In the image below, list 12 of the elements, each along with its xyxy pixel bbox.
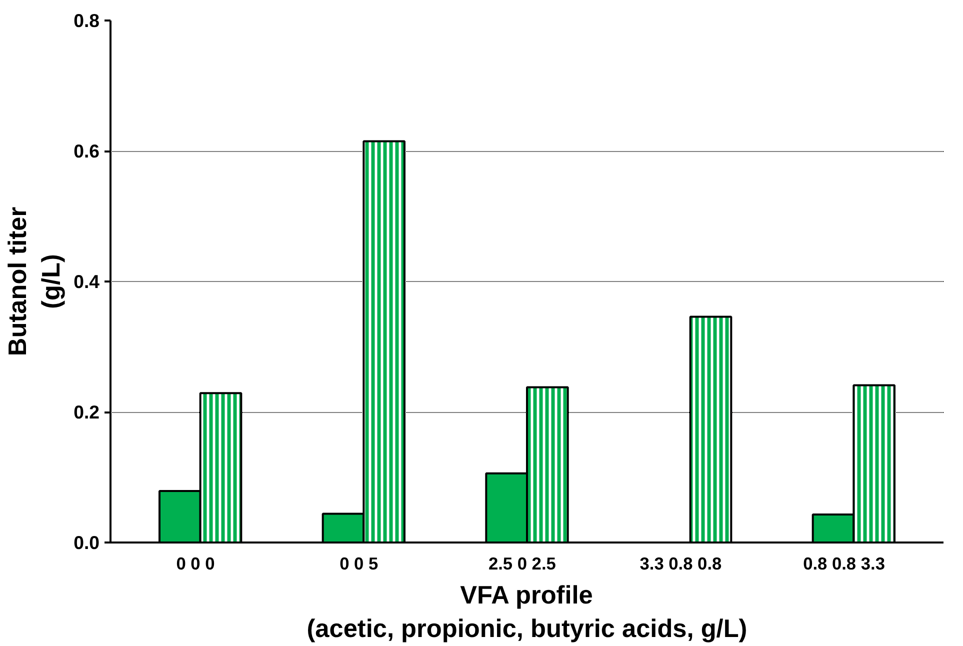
x-tick-label: 0 0 5 xyxy=(340,554,378,574)
x-tick-label: 3.3 0.8 0.8 xyxy=(640,554,722,574)
y-tick-label: 0.8 xyxy=(74,10,100,31)
x-axis-title: VFA profile (acetic, propionic, butyric acids, g/L) xyxy=(306,582,748,644)
y-tick-label: 0.4 xyxy=(74,271,100,292)
x-tick-label: 0 0 0 xyxy=(176,554,215,574)
y-tick-label: 0.2 xyxy=(74,402,100,422)
y-tick-label: 0.6 xyxy=(74,140,100,162)
x-tick-label: 2.5 0 2.5 xyxy=(488,554,556,574)
x-tick-label: 0.8 0.8 3.3 xyxy=(803,554,886,574)
y-axis-title: Butanol titer (g/L) xyxy=(4,206,66,356)
y-tick-label: 0.0 xyxy=(74,532,100,553)
